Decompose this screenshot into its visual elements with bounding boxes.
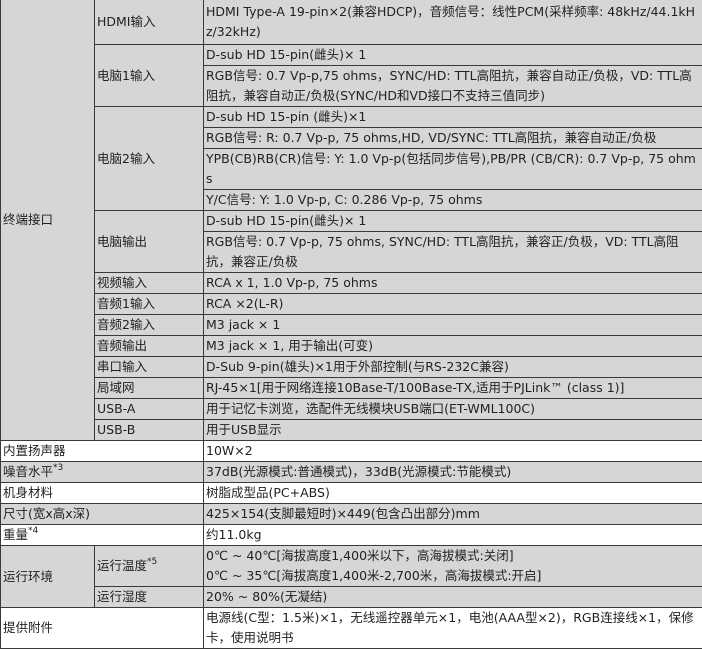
table-row: 提供附件 电源线(C型：1.5米)×1，无线遥控器单元×1，电池(AAA型×2)… — [1, 608, 702, 649]
row-label: 重量*4 — [1, 525, 204, 546]
row-value: RGB信号: 0.7 Vp-p,75 ohms，SYNC/HD: TTL高阻抗，… — [204, 66, 702, 107]
row-value: D-sub HD 15-pin(雌头)× 1 — [204, 45, 702, 66]
table-row: 电脑1输入 D-sub HD 15-pin(雌头)× 1 — [1, 45, 702, 66]
footnote-mark: *4 — [28, 526, 38, 536]
row-value: YPB(CB)RB(CR)信号: Y: 1.0 Vp-p(包括同步信号),PB/… — [204, 149, 702, 190]
row-value: 树脂成型品(PC+ABS) — [204, 483, 702, 504]
footnote-mark: *3 — [53, 463, 63, 473]
group-label: 运行环境 — [1, 546, 95, 608]
table-row: 机身材料 树脂成型品(PC+ABS) — [1, 483, 702, 504]
row-value: HDMI Type-A 19-pin×2(兼容HDCP)，音频信号：线性PCM(… — [204, 0, 702, 45]
row-value: Y/C信号: Y: 1.0 Vp-p, C: 0.286 Vp-p, 75 oh… — [204, 190, 702, 211]
table-row: 内置扬声器 10W×2 — [1, 441, 702, 462]
row-value: RCA ×2(L-R) — [204, 294, 702, 315]
table-row: 音频2输入 M3 jack × 1 — [1, 315, 702, 336]
row-value: 0℃ ~ 40℃[海拔高度1,400米以下，高海拔模式:关闭] 0℃ ~ 35℃… — [204, 546, 702, 587]
row-value: 10W×2 — [204, 441, 702, 462]
table-row: USB-A 用于记忆卡浏览，选配件无线模块USB端口(ET-WML100C) — [1, 399, 702, 420]
row-value: M3 jack × 1 — [204, 315, 702, 336]
table-row: USB-B 用于USB显示 — [1, 420, 702, 441]
table-row: 运行环境 运行温度*5 0℃ ~ 40℃[海拔高度1,400米以下，高海拔模式:… — [1, 546, 702, 587]
row-value: 425×154(支脚最短时)×449(包含凸出部分)mm — [204, 504, 702, 525]
row-value: M3 jack × 1, 用于输出(可变) — [204, 336, 702, 357]
row-label: USB-A — [95, 399, 204, 420]
row-label: 尺寸(宽x高x深) — [1, 504, 204, 525]
row-value: 用于记忆卡浏览，选配件无线模块USB端口(ET-WML100C) — [204, 399, 702, 420]
row-label: 音频1输入 — [95, 294, 204, 315]
row-label: USB-B — [95, 420, 204, 441]
value-line: 0℃ ~ 40℃[海拔高度1,400米以下，高海拔模式:关闭] — [206, 546, 700, 566]
row-label: 机身材料 — [1, 483, 204, 504]
table-row: 局域网 RJ-45×1[用于网络连接10Base-T/100Base-TX,适用… — [1, 378, 702, 399]
row-label: HDMI输入 — [95, 0, 204, 45]
row-value: RJ-45×1[用于网络连接10Base-T/100Base-TX,适用于PJL… — [204, 378, 702, 399]
group-label: 终端接口 — [1, 0, 95, 441]
row-value: 37dB(光源模式:普通模式)，33dB(光源模式:节能模式) — [204, 462, 702, 483]
row-label: 噪音水平*3 — [1, 462, 204, 483]
row-value: D-sub HD 15-pin(雌头)× 1 — [204, 211, 702, 232]
value-line: 0℃ ~ 35℃[海拔高度1,400米-2,700米，高海拔模式:开启] — [206, 566, 700, 586]
row-value: 约11.0kg — [204, 525, 702, 546]
row-label: 内置扬声器 — [1, 441, 204, 462]
row-value: RGB信号: 0.7 Vp-p, 75 ohms, SYNC/HD: TTL高阻… — [204, 232, 702, 273]
row-value: 电源线(C型：1.5米)×1，无线遥控器单元×1，电池(AAA型×2)，RGB连… — [204, 608, 702, 649]
table-row: 音频1输入 RCA ×2(L-R) — [1, 294, 702, 315]
row-value: D-sub HD 15-pin (雌头)×1 — [204, 107, 702, 128]
table-row: 运行湿度 20% ~ 80%(无凝结) — [1, 587, 702, 608]
table-row: 终端接口 HDMI输入 HDMI Type-A 19-pin×2(兼容HDCP)… — [1, 0, 702, 45]
row-label: 串口输入 — [95, 357, 204, 378]
row-label: 电脑输出 — [95, 211, 204, 273]
table-row: 音频输出 M3 jack × 1, 用于输出(可变) — [1, 336, 702, 357]
row-label: 电脑2输入 — [95, 107, 204, 211]
row-label: 音频2输入 — [95, 315, 204, 336]
row-value: 用于USB显示 — [204, 420, 702, 441]
table-row: 噪音水平*3 37dB(光源模式:普通模式)，33dB(光源模式:节能模式) — [1, 462, 702, 483]
table-row: 视频输入 RCA x 1, 1.0 Vp-p, 75 ohms — [1, 273, 702, 294]
label-text: 重量 — [3, 527, 28, 542]
row-label: 提供附件 — [1, 608, 204, 649]
row-value: 20% ~ 80%(无凝结) — [204, 587, 702, 608]
row-label: 视频输入 — [95, 273, 204, 294]
row-label: 电脑1输入 — [95, 45, 204, 107]
row-value: RGB信号: R: 0.7 Vp-p, 75 ohms,HD, VD/SYNC:… — [204, 128, 702, 149]
row-value: RCA x 1, 1.0 Vp-p, 75 ohms — [204, 273, 702, 294]
row-label: 局域网 — [95, 378, 204, 399]
table-row: 尺寸(宽x高x深) 425×154(支脚最短时)×449(包含凸出部分)mm — [1, 504, 702, 525]
row-label: 运行温度*5 — [95, 546, 204, 587]
row-label: 音频输出 — [95, 336, 204, 357]
table-row: 电脑2输入 D-sub HD 15-pin (雌头)×1 — [1, 107, 702, 128]
row-label: 运行湿度 — [95, 587, 204, 608]
label-text: 噪音水平 — [3, 464, 53, 479]
footnote-mark: *5 — [147, 557, 157, 567]
table-row: 电脑输出 D-sub HD 15-pin(雌头)× 1 — [1, 211, 702, 232]
table-row: 串口输入 D-Sub 9-pin(雄头)×1用于外部控制(与RS-232C兼容) — [1, 357, 702, 378]
row-value: D-Sub 9-pin(雄头)×1用于外部控制(与RS-232C兼容) — [204, 357, 702, 378]
label-text: 运行温度 — [97, 558, 147, 573]
table-row: 重量*4 约11.0kg — [1, 525, 702, 546]
